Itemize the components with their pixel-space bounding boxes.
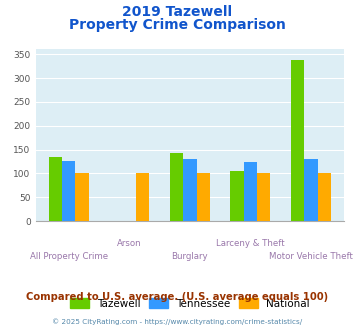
Text: © 2025 CityRating.com - https://www.cityrating.com/crime-statistics/: © 2025 CityRating.com - https://www.city… bbox=[53, 318, 302, 325]
Bar bbox=[318, 174, 331, 221]
Bar bbox=[136, 174, 149, 221]
Text: Arson: Arson bbox=[117, 239, 142, 248]
Bar bbox=[49, 157, 62, 221]
Bar bbox=[257, 174, 271, 221]
Bar bbox=[197, 174, 210, 221]
Bar bbox=[304, 159, 318, 221]
Bar bbox=[291, 60, 304, 221]
Bar bbox=[244, 161, 257, 221]
Text: Property Crime Comparison: Property Crime Comparison bbox=[69, 18, 286, 32]
Bar bbox=[62, 161, 76, 221]
Text: Larceny & Theft: Larceny & Theft bbox=[216, 239, 285, 248]
Bar bbox=[183, 159, 197, 221]
Text: All Property Crime: All Property Crime bbox=[30, 252, 108, 261]
Text: 2019 Tazewell: 2019 Tazewell bbox=[122, 5, 233, 19]
Text: Burglary: Burglary bbox=[171, 252, 208, 261]
Text: Compared to U.S. average. (U.S. average equals 100): Compared to U.S. average. (U.S. average … bbox=[26, 292, 329, 302]
Bar bbox=[76, 174, 89, 221]
Legend: Tazewell, Tennessee, National: Tazewell, Tennessee, National bbox=[70, 298, 310, 309]
Text: Motor Vehicle Theft: Motor Vehicle Theft bbox=[269, 252, 353, 261]
Bar bbox=[170, 153, 183, 221]
Bar bbox=[230, 171, 244, 221]
